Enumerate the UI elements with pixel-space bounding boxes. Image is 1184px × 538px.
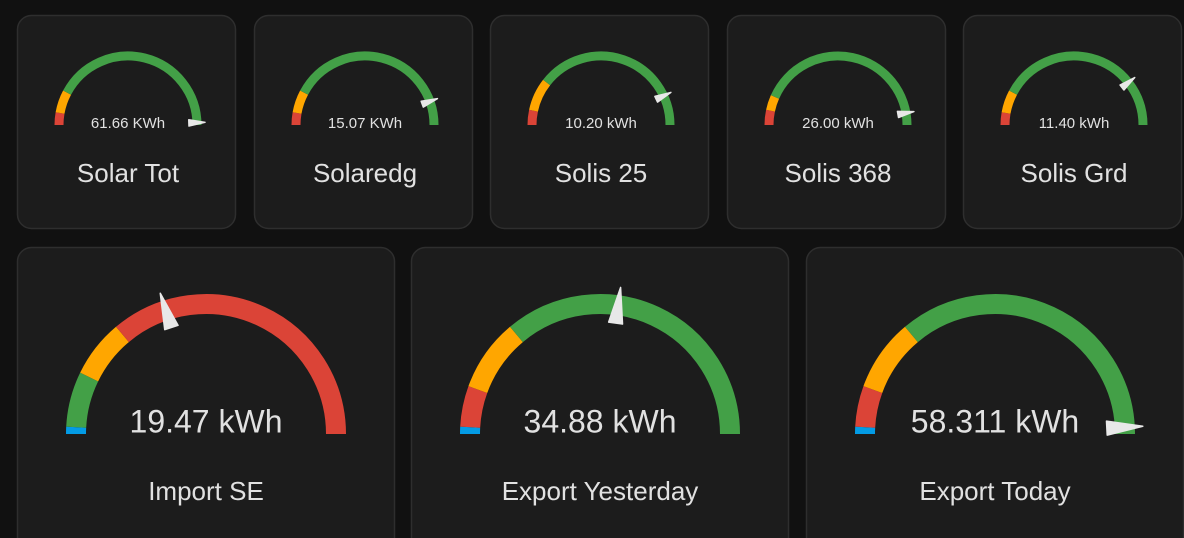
gauge-value: 19.47 kWh [130, 403, 283, 439]
gauge-segment [766, 95, 780, 112]
gauge-card[interactable]: 10.20 kWh Solis 25 [489, 14, 710, 230]
gauge-segment [54, 112, 65, 126]
gauge-segment [510, 294, 740, 435]
gauge-value: 15.07 KWh [328, 115, 402, 132]
gauge-segment [460, 386, 488, 428]
gauge-value: 61.66 KWh [91, 115, 165, 132]
gauge-segment [291, 112, 302, 126]
card-name: Solis 368 [785, 158, 892, 188]
gauge-needle [159, 292, 179, 331]
gauge-card[interactable]: 19.47 kWh Import SE [16, 246, 396, 538]
gauge-segment [1001, 90, 1018, 114]
gauge-segment [1009, 51, 1148, 126]
gauge-segment [80, 326, 130, 382]
card-background [410, 246, 790, 538]
card-background [726, 14, 947, 230]
gauge-value: 58.311 kWh [911, 403, 1079, 439]
card-background [16, 14, 237, 230]
gauge-needle [896, 110, 915, 119]
gauge-segment [770, 51, 912, 126]
card-name: Solaredg [313, 158, 417, 188]
card-name: Import SE [148, 476, 264, 506]
gauge-value: 11.40 kWh [1039, 115, 1110, 132]
gauge-card[interactable]: 11.40 kWh Solis Grd [962, 14, 1183, 230]
card-name: Solis Grd [1021, 158, 1128, 188]
gauge-card[interactable]: 26.00 kWh Solis 368 [726, 14, 947, 230]
gauge-segment [543, 51, 675, 126]
card-name: Solar Tot [77, 158, 180, 188]
card-name: Export Today [919, 476, 1070, 506]
card-background [253, 14, 474, 230]
gauge-value: 26.00 kWh [802, 115, 874, 132]
card-background [962, 14, 1183, 230]
gauge-segment [863, 326, 919, 394]
gauge-needle [1105, 420, 1144, 436]
gauge-segment [764, 109, 775, 126]
gauge-value: 10.20 kWh [565, 115, 637, 132]
gauge-card[interactable]: 34.88 kWh Export Yesterday [410, 246, 790, 538]
gauge-needle [607, 286, 624, 325]
card-name: Solis 25 [555, 158, 648, 188]
card-background [489, 14, 710, 230]
gauge-card[interactable]: 61.66 KWh Solar Tot [16, 14, 237, 230]
gauge-card[interactable]: 15.07 KWh Solaredg [253, 14, 474, 230]
gauge-segment [1000, 112, 1011, 126]
gauge-needle [654, 91, 672, 103]
gauge-segment [292, 90, 309, 114]
gauge-segment [527, 109, 538, 126]
gauge-segment [55, 90, 72, 114]
gauge-segment [468, 326, 524, 394]
card-name: Export Yesterday [502, 476, 699, 506]
card-background [16, 246, 396, 538]
gauge-segment [63, 51, 202, 126]
gauge-value: 34.88 kWh [524, 403, 677, 439]
gauge-card[interactable]: 58.311 kWh Export Today [805, 246, 1184, 538]
gauge-segment [855, 386, 883, 428]
gauge-needle [1119, 76, 1136, 91]
gauge-segment [529, 79, 551, 112]
gauge-segment [116, 294, 346, 435]
gauge-segment [905, 294, 1135, 435]
gauge-needle [188, 118, 206, 127]
gauge-segment [66, 372, 99, 429]
gauge-needle [420, 97, 439, 108]
